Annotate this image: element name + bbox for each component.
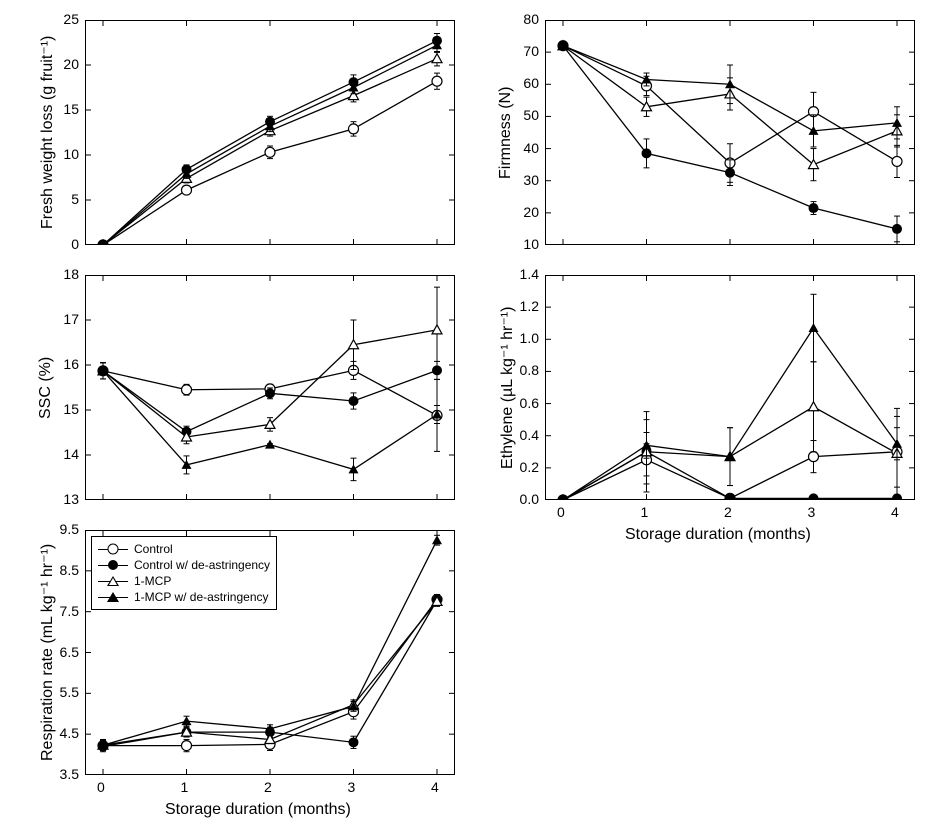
xtick-label: 1 [641,504,649,520]
ytick-label: 9.5 [60,521,79,537]
ytick-label: 80 [523,11,539,27]
ytick-label: 10 [523,236,539,252]
ytick-label: 60 [523,75,539,91]
ytick-label: 50 [523,107,539,123]
ytick-label: 0 [71,236,79,252]
ylabel-respiration: Respiration rate (mL kg⁻¹ hr⁻¹) [37,544,57,761]
ytick-label: 8.5 [60,562,79,578]
ytick-label: 0.4 [520,427,539,443]
xtick-label: 3 [348,779,356,795]
ytick-label: 5 [71,191,79,207]
legend-item: 1-MCP [98,573,270,589]
ytick-label: 15 [63,401,79,417]
xlabel-ethylene: Storage duration (months) [625,526,811,544]
panel-ethylene [545,275,915,500]
ytick-label: 0.6 [520,395,539,411]
ytick-label: 3.5 [60,766,79,782]
ytick-label: 40 [523,140,539,156]
ytick-label: 1.4 [520,266,539,282]
xtick-label: 0 [557,504,565,520]
ytick-label: 30 [523,172,539,188]
xtick-label: 0 [97,779,105,795]
xtick-label: 2 [724,504,732,520]
ytick-label: 17 [63,311,79,327]
panel-fwl [85,20,455,245]
ytick-label: 6.5 [60,644,79,660]
xtick-label: 1 [181,779,189,795]
ytick-label: 5.5 [60,684,79,700]
legend-item: Control w/ de-astringency [98,557,270,573]
ytick-label: 7.5 [60,603,79,619]
panel-firmness [545,20,915,245]
legend-label: Control w/ de-astringency [134,557,270,573]
ytick-label: 0.2 [520,459,539,475]
legend-swatch [98,573,128,589]
legend-item: 1-MCP w/ de-astringency [98,589,270,605]
legend-label: 1-MCP [134,573,171,589]
legend-label: 1-MCP w/ de-astringency [134,589,269,605]
xlabel-respiration: Storage duration (months) [165,801,351,819]
ytick-label: 10 [63,146,79,162]
ytick-label: 13 [63,491,79,507]
panel-ssc [85,275,455,500]
legend-swatch [98,557,128,573]
ytick-label: 0.0 [520,491,539,507]
legend-swatch [98,541,128,557]
xtick-label: 3 [808,504,816,520]
ytick-label: 25 [63,11,79,27]
legend: ControlControl w/ de-astringency1-MCP1-M… [91,536,277,610]
legend-swatch [98,589,128,605]
ylabel-fwl: Fresh weight loss (g fruit⁻¹) [37,36,57,229]
ytick-label: 4.5 [60,725,79,741]
ytick-label: 1.0 [520,330,539,346]
xtick-label: 2 [264,779,272,795]
ylabel-ssc: SSC (%) [37,356,55,418]
ytick-label: 70 [523,43,539,59]
ytick-label: 16 [63,356,79,372]
ylabel-firmness: Firmness (N) [497,86,515,178]
ytick-label: 20 [63,56,79,72]
ytick-label: 18 [63,266,79,282]
ytick-label: 15 [63,101,79,117]
legend-label: Control [134,541,173,557]
ylabel-ethylene: Ethylene (µL kg⁻¹ hr⁻¹) [497,306,517,468]
legend-item: Control [98,541,270,557]
ytick-label: 0.8 [520,362,539,378]
ytick-label: 14 [63,446,79,462]
ytick-label: 1.2 [520,298,539,314]
xtick-label: 4 [891,504,899,520]
figure: 0510152025Fresh weight loss (g fruit⁻¹)1… [0,0,937,835]
ytick-label: 20 [523,204,539,220]
xtick-label: 4 [431,779,439,795]
